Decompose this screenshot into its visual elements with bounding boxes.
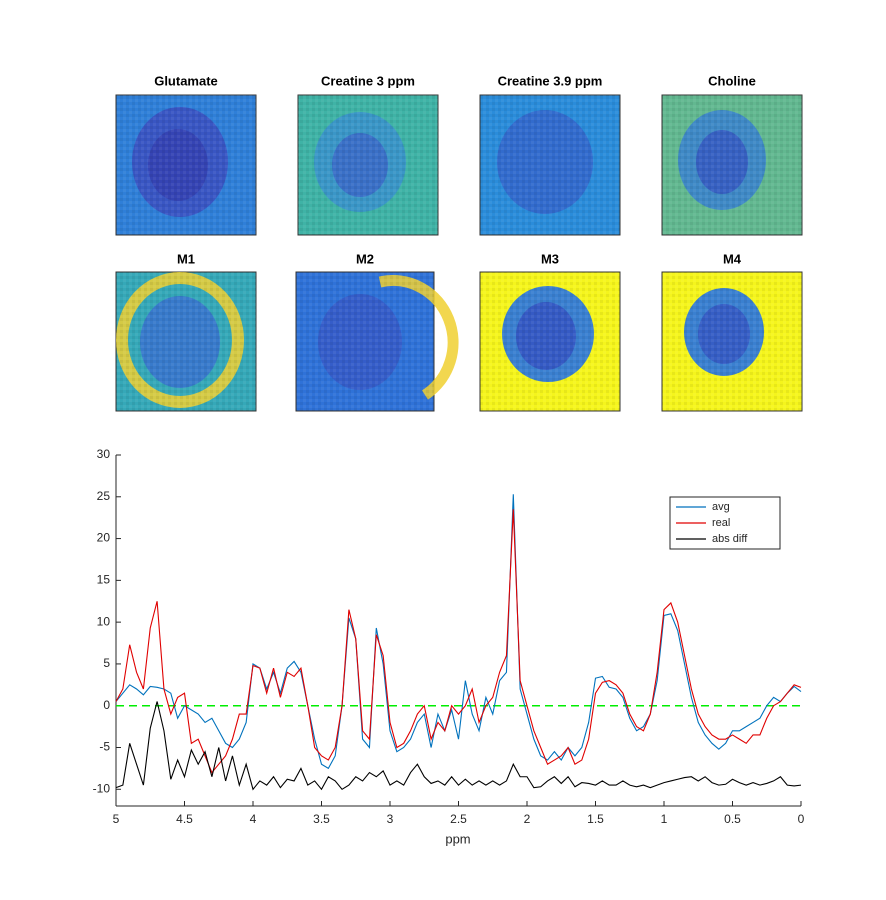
x-tick-label: 3.5 bbox=[313, 812, 330, 826]
panel-title: M3 bbox=[541, 251, 559, 266]
panel bbox=[115, 94, 257, 236]
panel-title: Creatine 3.9 ppm bbox=[498, 73, 603, 88]
panel bbox=[115, 271, 257, 412]
y-tick-label: 15 bbox=[97, 573, 111, 587]
x-tick-label: 4.5 bbox=[176, 812, 193, 826]
panel-title: M1 bbox=[177, 251, 195, 266]
y-tick-label: 25 bbox=[97, 489, 111, 503]
image-panels: Glutamate Creatine 3 ppm Creatine 3.9 pp… bbox=[115, 73, 803, 412]
y-tick-label: 30 bbox=[97, 447, 111, 461]
x-tick-label: 1.5 bbox=[587, 812, 604, 826]
panel bbox=[479, 94, 621, 236]
x-tick-label: 1 bbox=[661, 812, 668, 826]
x-tick-label: 0.5 bbox=[724, 812, 741, 826]
panel-title: Glutamate bbox=[154, 73, 218, 88]
x-tick-label: 5 bbox=[113, 812, 120, 826]
legend-label: avg bbox=[712, 501, 730, 513]
y-tick-label: 0 bbox=[103, 698, 110, 712]
x-tick-label: 2.5 bbox=[450, 812, 467, 826]
panel bbox=[661, 94, 803, 236]
y-tick-label: 20 bbox=[97, 531, 111, 545]
legend-label: real bbox=[712, 517, 730, 529]
panel bbox=[479, 271, 621, 412]
panel bbox=[297, 94, 439, 236]
x-axis-label: ppm bbox=[445, 831, 470, 846]
series-line bbox=[115, 701, 802, 791]
panel-title: Creatine 3 ppm bbox=[321, 73, 415, 88]
y-tick-label: 5 bbox=[103, 656, 110, 670]
panel bbox=[295, 271, 459, 412]
x-tick-label: 2 bbox=[524, 812, 531, 826]
panel-title: M4 bbox=[723, 251, 742, 266]
series-line bbox=[115, 509, 802, 774]
panel-title: M2 bbox=[356, 251, 374, 266]
x-tick-label: 4 bbox=[250, 812, 257, 826]
panel-title: Choline bbox=[708, 73, 756, 88]
x-tick-label: 3 bbox=[387, 812, 394, 826]
y-tick-label: -5 bbox=[99, 740, 110, 754]
legend-label: abs diff bbox=[712, 533, 748, 545]
y-tick-label: 10 bbox=[97, 614, 111, 628]
y-tick-label: -10 bbox=[93, 781, 111, 795]
x-tick-label: 0 bbox=[798, 812, 805, 826]
panel bbox=[661, 271, 803, 412]
